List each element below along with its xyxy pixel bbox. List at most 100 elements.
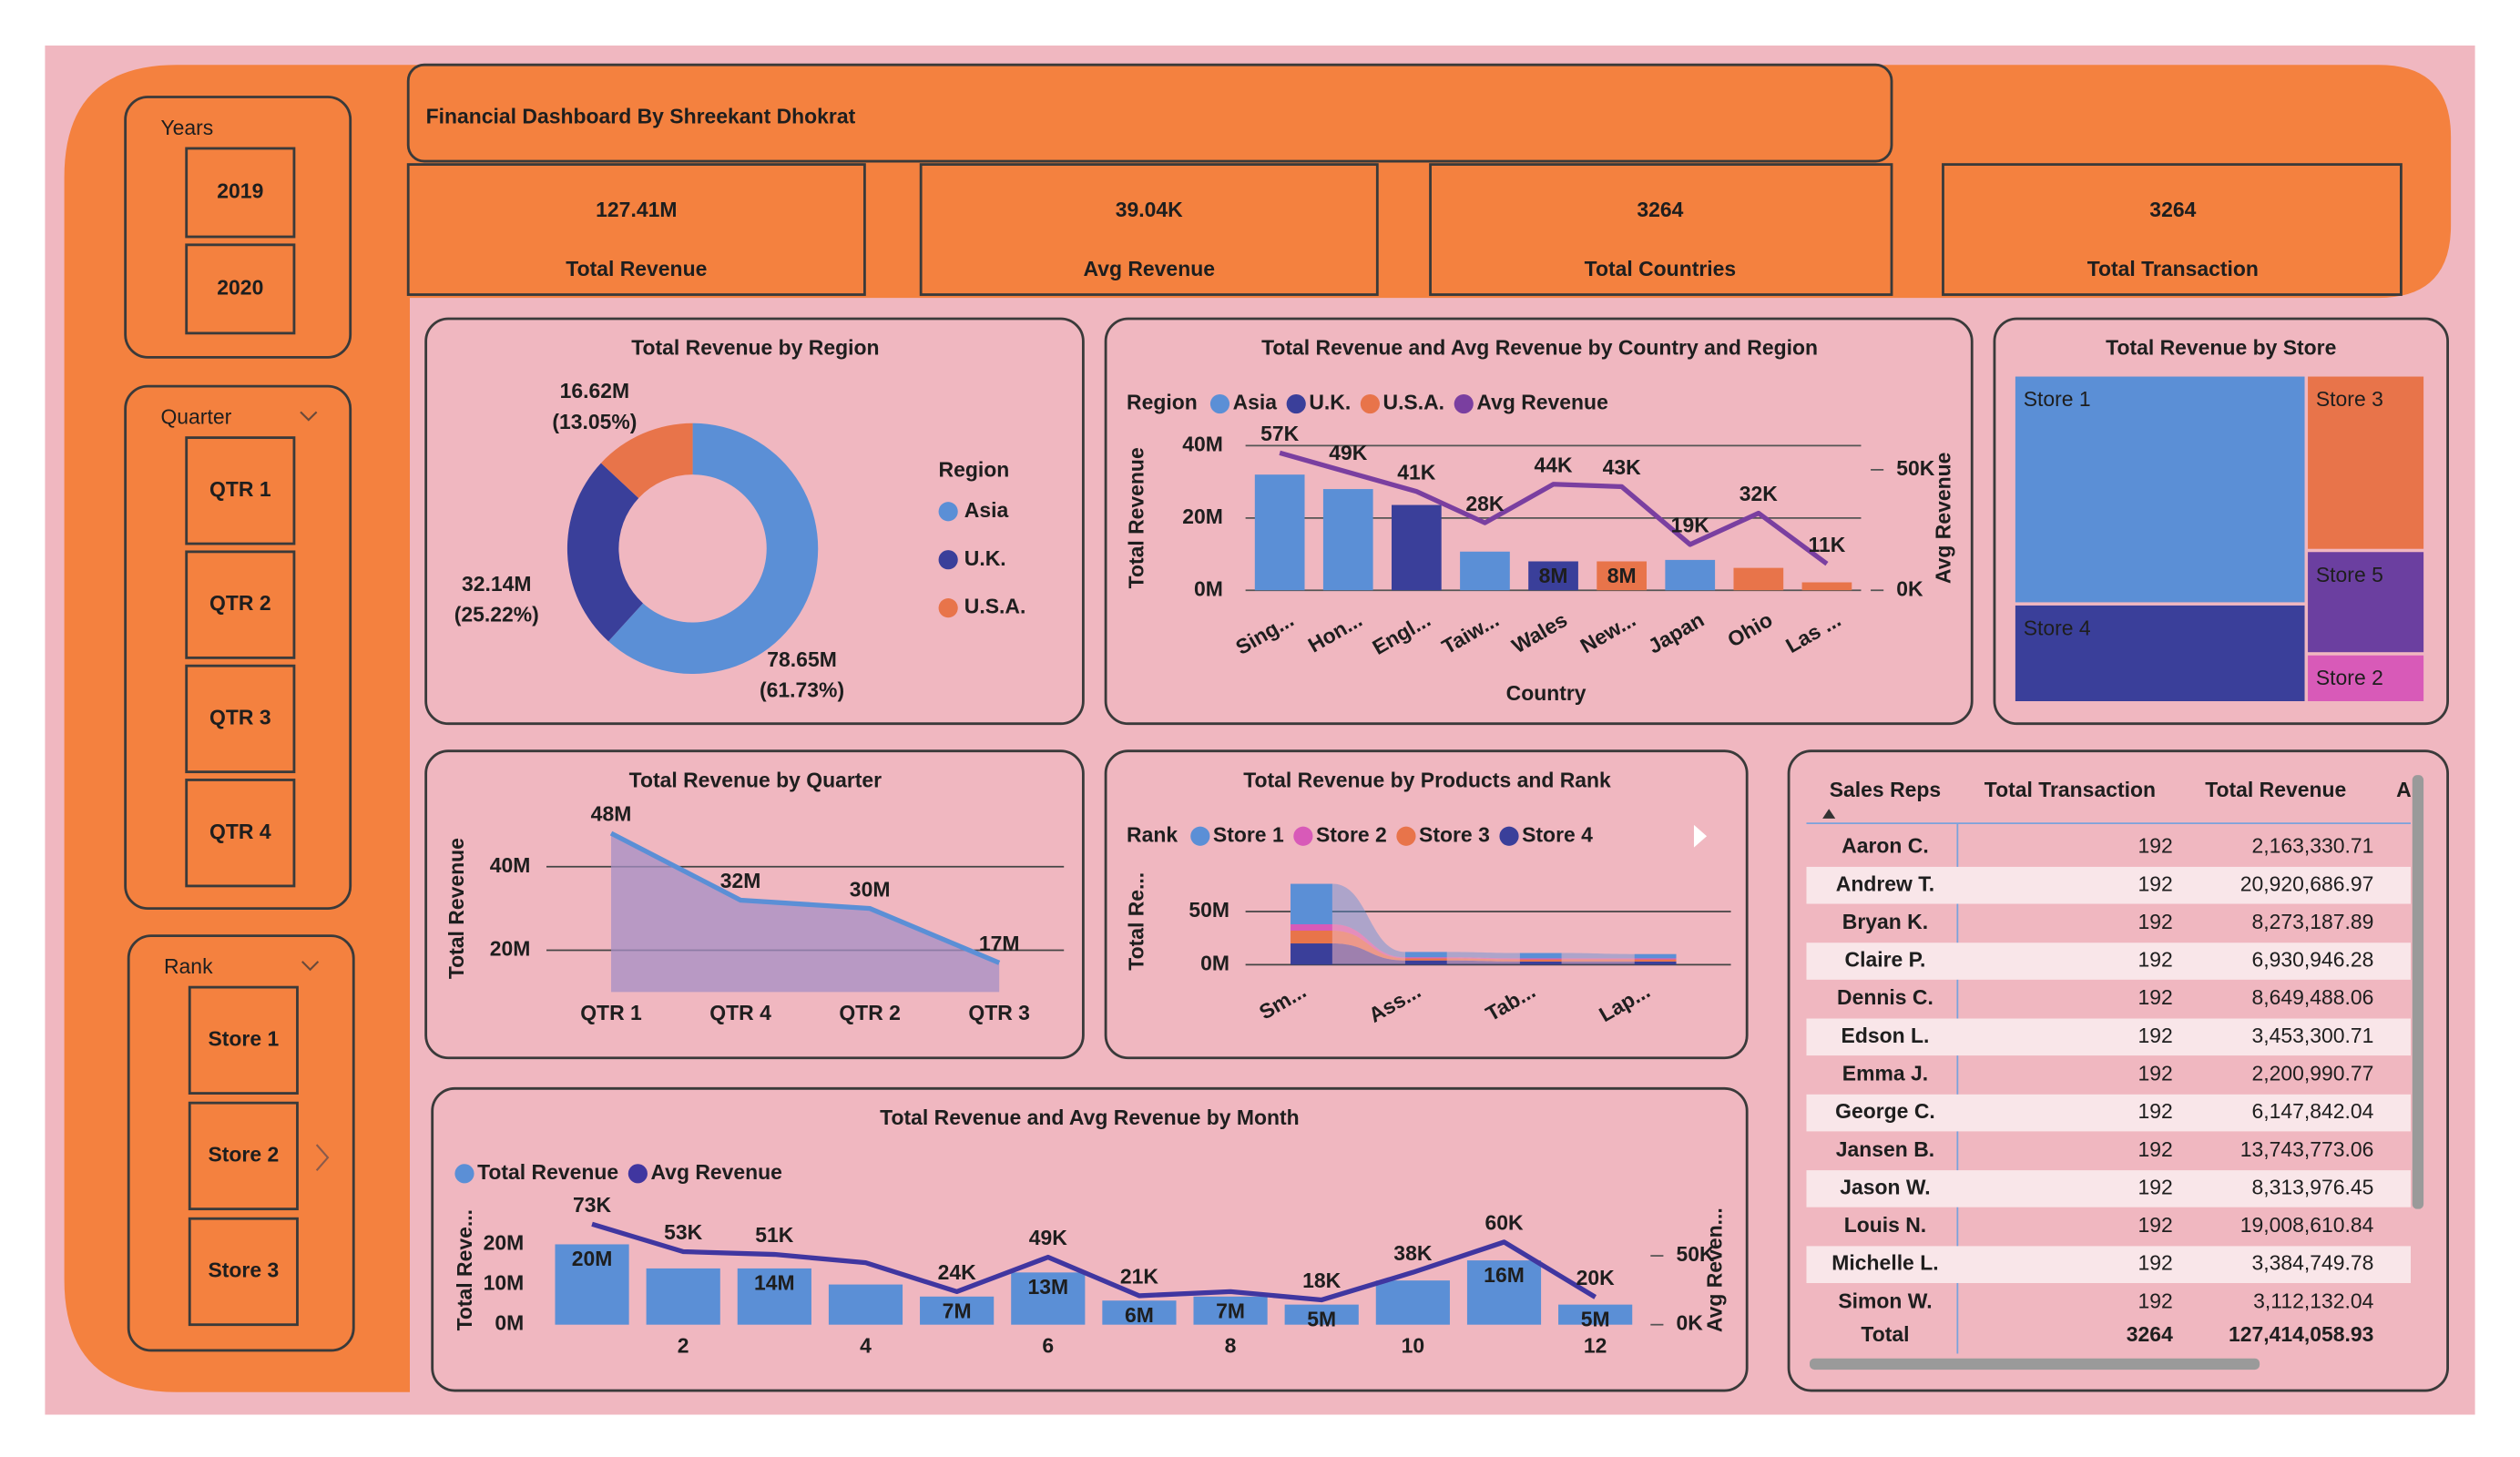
- table-cell: 2,200,990.77: [2251, 1062, 2373, 1085]
- slicer-button[interactable]: [185, 243, 296, 335]
- data-label: 21K: [1120, 1265, 1159, 1289]
- ribbon-column: [1291, 883, 1332, 924]
- table-cell: Michelle L.: [1831, 1251, 1938, 1275]
- data-label: 38K: [1393, 1241, 1433, 1265]
- x-tick-label: 2: [678, 1333, 689, 1357]
- bar: [1375, 1280, 1450, 1325]
- bar: [1558, 1304, 1633, 1325]
- slicer-button[interactable]: [185, 147, 296, 239]
- data-label: 49K: [1329, 441, 1368, 464]
- line: [591, 1221, 1597, 1303]
- table-cell: 192: [2138, 1175, 2173, 1198]
- table-cell: 192: [2138, 1137, 2173, 1161]
- y-tick-label: 0M: [495, 1311, 524, 1335]
- scroll-arrow[interactable]: [1693, 824, 1708, 848]
- table-cell: 6,147,842.04: [2251, 1099, 2373, 1123]
- slicer-title: Quarter: [160, 404, 231, 428]
- chevron[interactable]: [301, 961, 320, 972]
- row-stripe: [1806, 866, 2412, 904]
- chevron[interactable]: [300, 411, 318, 422]
- chart-title: Total Revenue and Avg Revenue by Country…: [1261, 336, 1818, 360]
- slicer-button[interactable]: [185, 664, 296, 774]
- y-tick-label: 20M: [484, 1231, 525, 1255]
- data-label: 30M: [850, 877, 891, 901]
- table-cell: 192: [2138, 948, 2173, 972]
- x-tick-label: 10: [1402, 1333, 1425, 1357]
- slicer-button[interactable]: [185, 779, 296, 888]
- table-cell: 3,384,749.78: [2251, 1251, 2373, 1275]
- data-label: (13.05%): [552, 410, 637, 433]
- legend-marker: [938, 502, 958, 522]
- treemap-cell: [2308, 655, 2424, 702]
- scroll-arrow[interactable]: [315, 1144, 330, 1171]
- table-cell: Edson L.: [1842, 1024, 1930, 1047]
- column-header: Sales Reps: [1830, 778, 1941, 801]
- data-label: 57K: [1260, 422, 1300, 445]
- ribbon-column: [1404, 952, 1447, 958]
- table-cell: Jansen B.: [1836, 1137, 1934, 1161]
- data-label: 6M: [1125, 1303, 1154, 1327]
- bar: [1460, 551, 1510, 591]
- legend-title: Region: [1127, 391, 1198, 414]
- ribbon: [1561, 953, 1635, 959]
- slicer-title: Rank: [164, 954, 213, 978]
- row-stripe: [1806, 1094, 2412, 1132]
- y-tick-label: 50M: [1189, 898, 1229, 922]
- y-axis-title: Total Revenue: [1124, 447, 1148, 588]
- ribbon-column: [1291, 930, 1332, 944]
- table-cell: Aaron C.: [1842, 834, 1929, 858]
- kpi-label: Avg Revenue: [1084, 257, 1215, 280]
- data-label: 51K: [755, 1223, 794, 1247]
- y2-tick-label: 0K: [1896, 576, 1923, 600]
- data-label: 48M: [591, 802, 632, 826]
- slicer-item: QTR 3: [209, 705, 271, 728]
- data-label: 7M: [1216, 1299, 1245, 1323]
- scrollbar[interactable]: [1810, 1358, 2260, 1370]
- bar: [1801, 582, 1852, 591]
- legend-label: U.S.A.: [1383, 391, 1445, 414]
- bar: [1733, 567, 1784, 591]
- ribbon-column: [1404, 957, 1447, 959]
- table-cell: 192: [2138, 1213, 2173, 1237]
- kpi-value: 39.04K: [1116, 198, 1183, 221]
- column-header: Total Revenue: [2205, 778, 2346, 801]
- kpi-label: Total Countries: [1585, 257, 1737, 280]
- slicer-button[interactable]: [185, 550, 296, 659]
- slicer-button[interactable]: [188, 1217, 299, 1327]
- legend-marker: [938, 598, 958, 618]
- kpi-value: 3264: [2149, 198, 2196, 221]
- legend-label: Store 4: [1522, 822, 1593, 846]
- slicer-button[interactable]: [185, 436, 296, 545]
- line: [1279, 450, 1829, 566]
- row-stripe: [1806, 1246, 2412, 1283]
- ribbon-column: [1404, 958, 1447, 961]
- legend-label: Store 2: [1316, 822, 1387, 846]
- y2-tick-label: 50K: [1677, 1242, 1716, 1266]
- x-tick-label: QTR 2: [839, 1001, 901, 1024]
- legend-marker: [454, 1164, 474, 1184]
- table-cell: 8,273,187.89: [2251, 910, 2373, 933]
- y-tick-label: 10M: [484, 1271, 525, 1295]
- table-cell: 20,920,686.97: [2240, 871, 2374, 895]
- treemap-label: Store 2: [2316, 666, 2383, 689]
- data-label: 32.14M: [462, 572, 532, 596]
- treemap-cell: [2308, 552, 2424, 653]
- table-total: 127,414,058.93: [2229, 1322, 2373, 1346]
- kpi-card: [1942, 163, 2403, 296]
- ribbon: [1561, 958, 1635, 960]
- sort-arrow[interactable]: [1822, 809, 1836, 819]
- x-tick-label: 8: [1225, 1333, 1237, 1357]
- y2-axis-title: Avg Reven...: [1703, 1207, 1727, 1332]
- y2-tick-label: 0K: [1677, 1311, 1704, 1335]
- bar: [1597, 561, 1648, 591]
- scrollbar[interactable]: [2412, 775, 2424, 1209]
- slicer-item: 2020: [217, 275, 263, 299]
- column-header: Total Transaction: [1984, 778, 2156, 801]
- table-cell: Jason W.: [1840, 1175, 1930, 1198]
- table-total: Total: [1861, 1322, 1909, 1346]
- slicer-button[interactable]: [188, 985, 299, 1095]
- data-label: 60K: [1484, 1211, 1524, 1235]
- slicer-button[interactable]: [188, 1101, 299, 1211]
- data-label: 20K: [1576, 1266, 1616, 1289]
